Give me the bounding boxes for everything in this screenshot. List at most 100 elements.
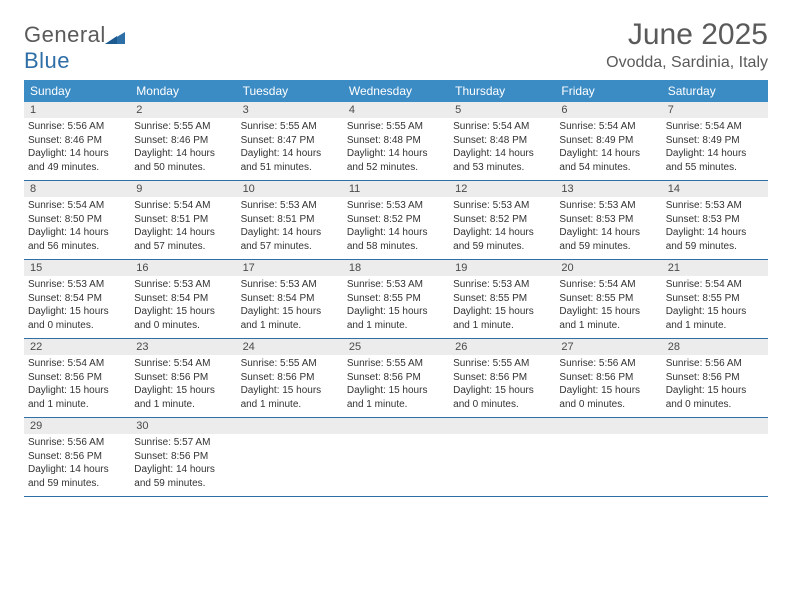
day-details: Sunrise: 5:53 AMSunset: 8:55 PMDaylight:… <box>343 276 449 332</box>
day-cell: Sunrise: 5:55 AMSunset: 8:46 PMDaylight:… <box>130 118 236 180</box>
day-cell: Sunrise: 5:55 AMSunset: 8:47 PMDaylight:… <box>237 118 343 180</box>
day-cell: Sunrise: 5:55 AMSunset: 8:56 PMDaylight:… <box>237 355 343 417</box>
day-number <box>449 418 555 434</box>
daylight-label: Daylight: 15 hours <box>134 384 232 398</box>
day-details: Sunrise: 5:56 AMSunset: 8:56 PMDaylight:… <box>662 355 768 411</box>
sunset-label: Sunset: 8:56 PM <box>28 371 126 385</box>
week-row: Sunrise: 5:56 AMSunset: 8:56 PMDaylight:… <box>24 434 768 497</box>
daylight-label-2: and 0 minutes. <box>666 398 764 412</box>
day-number: 5 <box>449 102 555 118</box>
weekday-label: Wednesday <box>343 80 449 102</box>
sunrise-label: Sunrise: 5:54 AM <box>28 357 126 371</box>
sunset-label: Sunset: 8:46 PM <box>28 134 126 148</box>
sunrise-label: Sunrise: 5:54 AM <box>666 278 764 292</box>
daylight-label: Daylight: 14 hours <box>559 147 657 161</box>
day-number: 9 <box>130 181 236 197</box>
sunrise-label: Sunrise: 5:54 AM <box>559 120 657 134</box>
daylight-label: Daylight: 14 hours <box>134 147 232 161</box>
day-cell: Sunrise: 5:55 AMSunset: 8:48 PMDaylight:… <box>343 118 449 180</box>
daylight-label-2: and 1 minute. <box>453 319 551 333</box>
sunset-label: Sunset: 8:51 PM <box>241 213 339 227</box>
day-details: Sunrise: 5:54 AMSunset: 8:56 PMDaylight:… <box>24 355 130 411</box>
daylight-label-2: and 57 minutes. <box>241 240 339 254</box>
sunset-label: Sunset: 8:55 PM <box>666 292 764 306</box>
day-number: 28 <box>662 339 768 355</box>
daylight-label: Daylight: 15 hours <box>347 384 445 398</box>
daylight-label-2: and 1 minute. <box>241 319 339 333</box>
day-number: 24 <box>237 339 343 355</box>
daylight-label-2: and 0 minutes. <box>28 319 126 333</box>
day-number: 18 <box>343 260 449 276</box>
sunrise-label: Sunrise: 5:54 AM <box>666 120 764 134</box>
day-cell: Sunrise: 5:53 AMSunset: 8:55 PMDaylight:… <box>449 276 555 338</box>
week-row: Sunrise: 5:56 AMSunset: 8:46 PMDaylight:… <box>24 118 768 181</box>
day-details: Sunrise: 5:55 AMSunset: 8:56 PMDaylight:… <box>449 355 555 411</box>
sunset-label: Sunset: 8:56 PM <box>559 371 657 385</box>
day-details: Sunrise: 5:54 AMSunset: 8:50 PMDaylight:… <box>24 197 130 253</box>
day-details: Sunrise: 5:55 AMSunset: 8:48 PMDaylight:… <box>343 118 449 174</box>
day-number: 12 <box>449 181 555 197</box>
sunset-label: Sunset: 8:55 PM <box>453 292 551 306</box>
sunset-label: Sunset: 8:46 PM <box>134 134 232 148</box>
day-number: 23 <box>130 339 236 355</box>
day-cell: Sunrise: 5:53 AMSunset: 8:54 PMDaylight:… <box>237 276 343 338</box>
day-details: Sunrise: 5:53 AMSunset: 8:54 PMDaylight:… <box>237 276 343 332</box>
daylight-label-2: and 59 minutes. <box>134 477 232 491</box>
daylight-label-2: and 1 minute. <box>347 398 445 412</box>
day-number: 13 <box>555 181 661 197</box>
daylight-label-2: and 59 minutes. <box>559 240 657 254</box>
day-cell <box>343 434 449 496</box>
day-details: Sunrise: 5:53 AMSunset: 8:55 PMDaylight:… <box>449 276 555 332</box>
day-number: 3 <box>237 102 343 118</box>
day-number: 17 <box>237 260 343 276</box>
sunrise-label: Sunrise: 5:53 AM <box>666 199 764 213</box>
sunset-label: Sunset: 8:53 PM <box>559 213 657 227</box>
day-details: Sunrise: 5:55 AMSunset: 8:56 PMDaylight:… <box>343 355 449 411</box>
daylight-label: Daylight: 14 hours <box>28 147 126 161</box>
day-number: 6 <box>555 102 661 118</box>
sunset-label: Sunset: 8:48 PM <box>347 134 445 148</box>
day-number: 19 <box>449 260 555 276</box>
sunset-label: Sunset: 8:55 PM <box>347 292 445 306</box>
daylight-label: Daylight: 15 hours <box>241 384 339 398</box>
daylight-label-2: and 49 minutes. <box>28 161 126 175</box>
daynum-row: 2930 <box>24 418 768 434</box>
calendar-page: General Blue June 2025 Ovodda, Sardinia,… <box>0 0 792 515</box>
daylight-label: Daylight: 14 hours <box>134 226 232 240</box>
day-number: 11 <box>343 181 449 197</box>
day-cell <box>662 434 768 496</box>
day-details: Sunrise: 5:56 AMSunset: 8:56 PMDaylight:… <box>24 434 130 490</box>
day-details: Sunrise: 5:53 AMSunset: 8:53 PMDaylight:… <box>555 197 661 253</box>
daylight-label-2: and 0 minutes. <box>134 319 232 333</box>
day-cell <box>237 434 343 496</box>
sunrise-label: Sunrise: 5:54 AM <box>134 357 232 371</box>
weekday-label: Tuesday <box>237 80 343 102</box>
sunset-label: Sunset: 8:50 PM <box>28 213 126 227</box>
weekday-header: Sunday Monday Tuesday Wednesday Thursday… <box>24 80 768 102</box>
brand-text: General Blue <box>24 22 125 74</box>
daylight-label: Daylight: 15 hours <box>453 305 551 319</box>
sunrise-label: Sunrise: 5:56 AM <box>28 436 126 450</box>
day-number: 2 <box>130 102 236 118</box>
daylight-label: Daylight: 15 hours <box>28 384 126 398</box>
day-details: Sunrise: 5:54 AMSunset: 8:49 PMDaylight:… <box>662 118 768 174</box>
daylight-label: Daylight: 14 hours <box>241 147 339 161</box>
daylight-label-2: and 55 minutes. <box>666 161 764 175</box>
sunset-label: Sunset: 8:55 PM <box>559 292 657 306</box>
day-cell: Sunrise: 5:54 AMSunset: 8:56 PMDaylight:… <box>24 355 130 417</box>
day-cell: Sunrise: 5:53 AMSunset: 8:52 PMDaylight:… <box>449 197 555 259</box>
day-cell: Sunrise: 5:53 AMSunset: 8:52 PMDaylight:… <box>343 197 449 259</box>
day-number: 27 <box>555 339 661 355</box>
weekday-label: Friday <box>555 80 661 102</box>
daylight-label: Daylight: 14 hours <box>28 226 126 240</box>
daylight-label-2: and 50 minutes. <box>134 161 232 175</box>
day-cell: Sunrise: 5:53 AMSunset: 8:55 PMDaylight:… <box>343 276 449 338</box>
daynum-row: 22232425262728 <box>24 339 768 355</box>
sunrise-label: Sunrise: 5:54 AM <box>28 199 126 213</box>
day-details: Sunrise: 5:56 AMSunset: 8:46 PMDaylight:… <box>24 118 130 174</box>
day-details: Sunrise: 5:53 AMSunset: 8:52 PMDaylight:… <box>449 197 555 253</box>
day-cell: Sunrise: 5:54 AMSunset: 8:49 PMDaylight:… <box>662 118 768 180</box>
sunset-label: Sunset: 8:56 PM <box>666 371 764 385</box>
sunrise-label: Sunrise: 5:56 AM <box>666 357 764 371</box>
sunrise-label: Sunrise: 5:57 AM <box>134 436 232 450</box>
